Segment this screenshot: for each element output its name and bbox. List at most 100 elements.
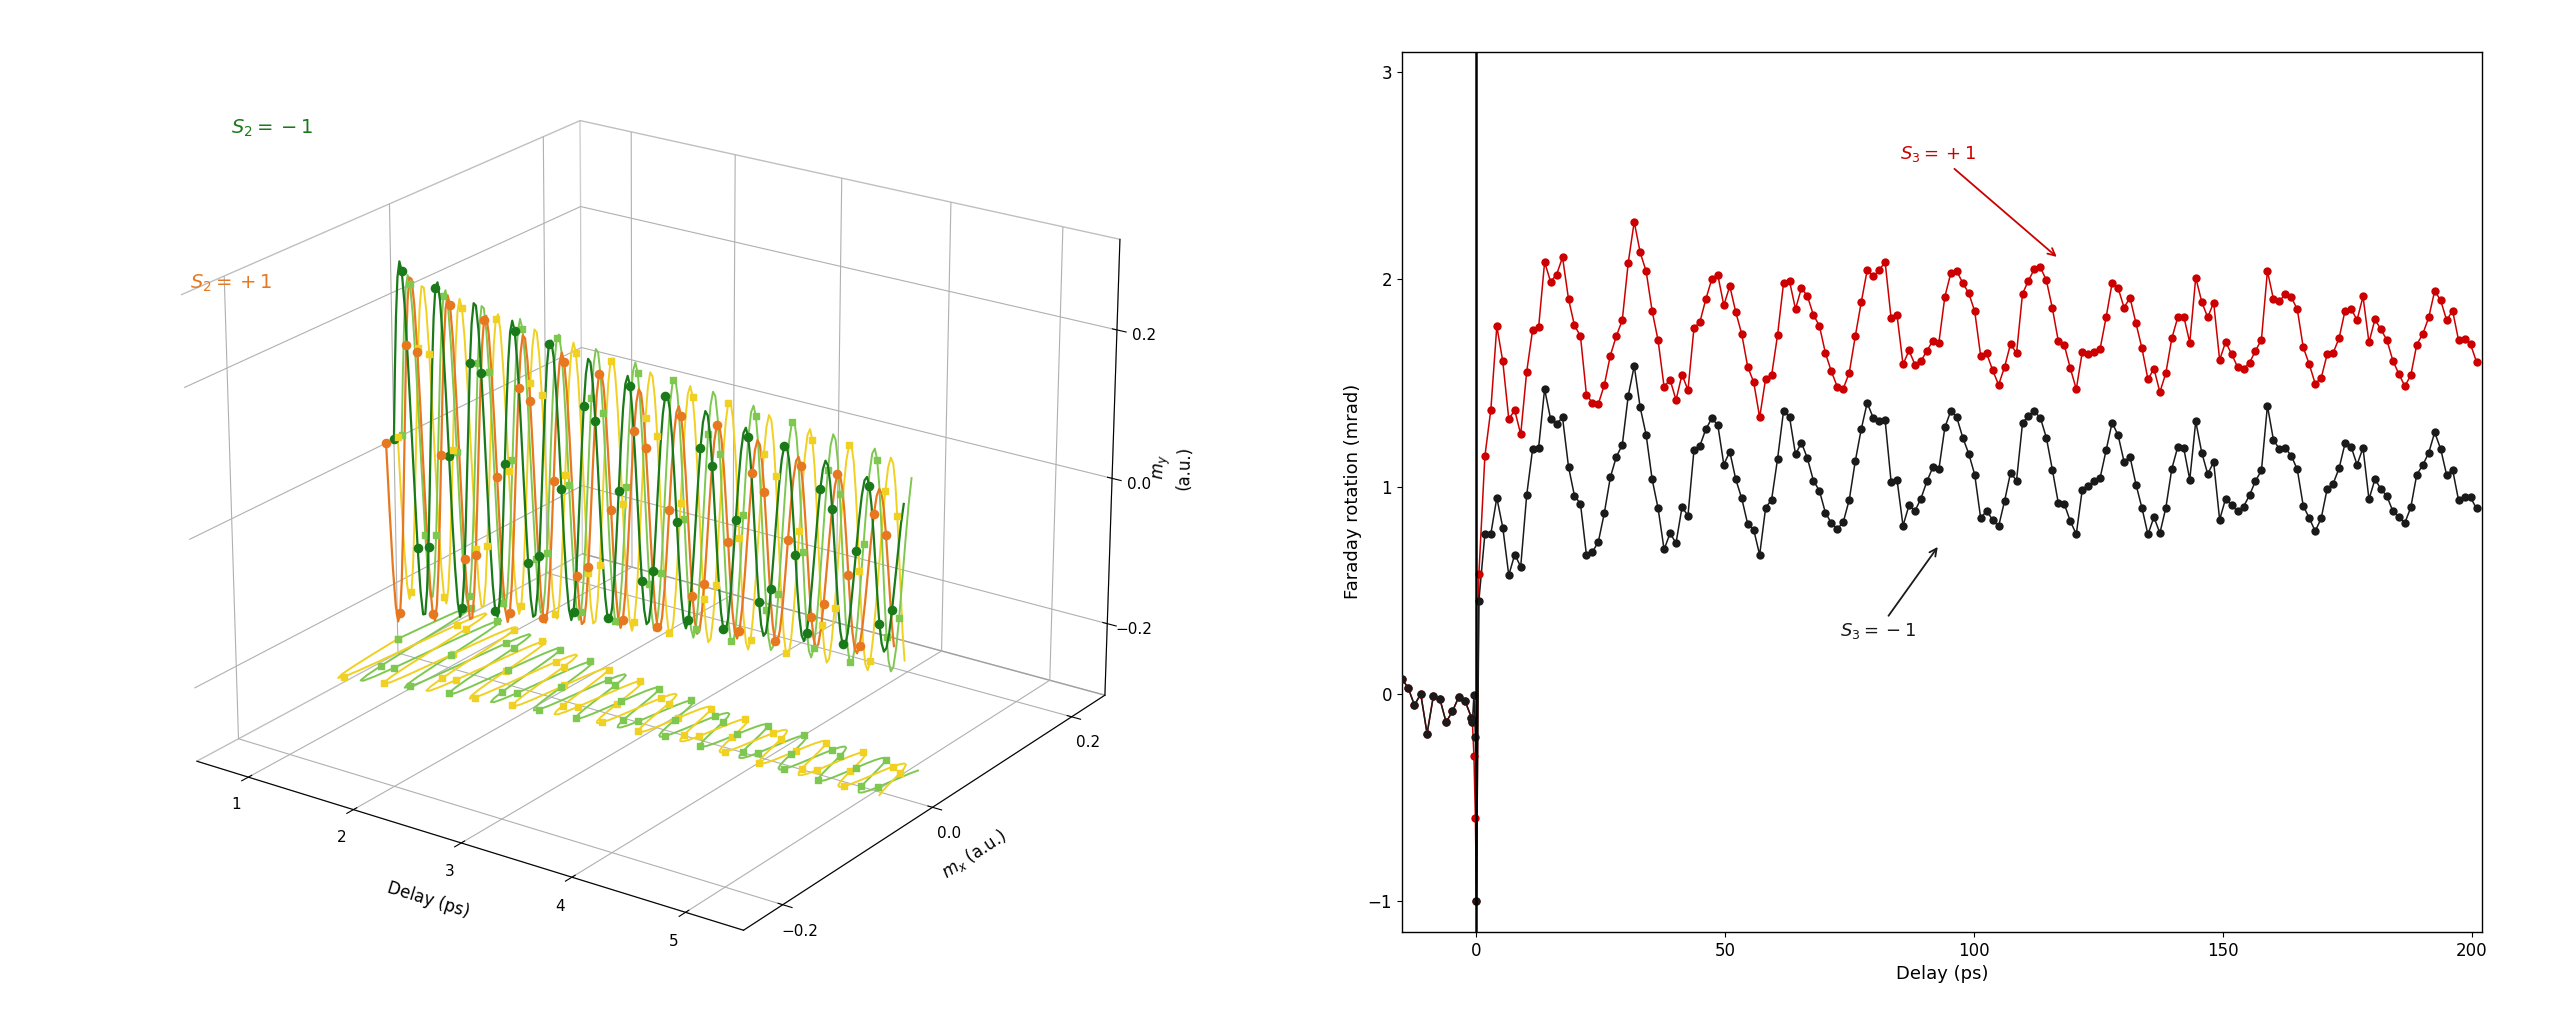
Point bbox=[1471, 525, 1512, 542]
Point bbox=[2456, 353, 2497, 370]
Text: $S_2 = +1$: $S_2 = +1$ bbox=[190, 272, 273, 294]
Point bbox=[1476, 318, 1517, 335]
Point bbox=[2114, 476, 2155, 492]
Point bbox=[1631, 303, 1672, 319]
Point bbox=[1543, 249, 1584, 266]
Point bbox=[1870, 310, 1911, 327]
Point bbox=[1762, 403, 1803, 419]
Point bbox=[2294, 376, 2335, 392]
Point bbox=[1559, 495, 1600, 512]
X-axis label: Delay (ps): Delay (ps) bbox=[386, 879, 473, 921]
Point bbox=[1878, 472, 1919, 488]
Point bbox=[1613, 213, 1654, 230]
Point bbox=[1656, 391, 1698, 408]
Point bbox=[1453, 687, 1494, 703]
Point bbox=[1548, 290, 1589, 307]
Point bbox=[1626, 263, 1667, 279]
Point bbox=[2032, 461, 2073, 478]
Point bbox=[2299, 510, 2341, 526]
Point bbox=[2384, 515, 2425, 531]
Point bbox=[1744, 500, 1785, 516]
Point bbox=[1710, 278, 1752, 295]
Point bbox=[1399, 686, 1440, 702]
Point bbox=[2248, 263, 2289, 279]
Point bbox=[2176, 413, 2217, 430]
Point bbox=[1571, 544, 1613, 560]
Point bbox=[2168, 472, 2209, 488]
Point bbox=[2055, 526, 2096, 543]
Point bbox=[2204, 490, 2245, 507]
Point bbox=[2258, 441, 2299, 457]
Point bbox=[1407, 725, 1448, 742]
Point bbox=[1883, 356, 1924, 373]
Point bbox=[2109, 289, 2150, 306]
Point bbox=[1494, 546, 1535, 562]
Point bbox=[1842, 295, 1883, 311]
Point bbox=[1494, 402, 1535, 418]
Point bbox=[1512, 441, 1553, 457]
Text: $S_3 = +1$: $S_3 = +1$ bbox=[1901, 144, 2055, 255]
Point bbox=[2127, 526, 2168, 543]
Point bbox=[2027, 272, 2068, 288]
Point bbox=[1471, 402, 1512, 418]
Point bbox=[1456, 893, 1497, 909]
Point bbox=[1407, 725, 1448, 742]
Point bbox=[2037, 333, 2078, 349]
Point bbox=[1937, 409, 1978, 425]
Point bbox=[1721, 490, 1762, 507]
Point bbox=[2050, 513, 2091, 529]
Point bbox=[1816, 378, 1857, 394]
Point bbox=[1451, 714, 1492, 730]
Point bbox=[2222, 360, 2263, 377]
Point bbox=[1924, 288, 1965, 305]
Point bbox=[1559, 328, 1600, 344]
Point bbox=[2240, 462, 2281, 479]
Point bbox=[2456, 501, 2497, 517]
Point bbox=[1381, 671, 1422, 687]
Point bbox=[1816, 520, 1857, 537]
Point bbox=[1577, 534, 1618, 550]
Point bbox=[2140, 384, 2181, 401]
Point bbox=[1703, 297, 1744, 313]
Point bbox=[1420, 690, 1461, 707]
Point bbox=[1613, 357, 1654, 374]
Point bbox=[2099, 280, 2140, 297]
Point bbox=[1847, 262, 1888, 278]
Point bbox=[2361, 321, 2402, 338]
Point bbox=[1649, 525, 1690, 542]
Point bbox=[1499, 426, 1541, 443]
Point bbox=[2109, 449, 2150, 466]
Point bbox=[1947, 446, 1988, 462]
Point bbox=[1983, 492, 2024, 509]
Point bbox=[2361, 481, 2402, 497]
Point bbox=[2420, 441, 2461, 457]
Point bbox=[1739, 409, 1780, 425]
Point bbox=[1811, 515, 1852, 531]
Point bbox=[1888, 497, 1929, 514]
Point bbox=[1901, 490, 1942, 507]
Point bbox=[1553, 487, 1595, 504]
Point bbox=[1757, 450, 1798, 467]
Point bbox=[2001, 285, 2042, 302]
Point bbox=[1896, 356, 1937, 373]
Point bbox=[2150, 330, 2191, 346]
Point bbox=[2317, 460, 2359, 477]
Point bbox=[2294, 523, 2335, 540]
Point bbox=[1860, 262, 1901, 278]
Point bbox=[2217, 358, 2258, 375]
Point bbox=[2317, 330, 2359, 346]
Point bbox=[1811, 364, 1852, 380]
Point bbox=[2271, 289, 2312, 306]
Point bbox=[1770, 273, 1811, 289]
Point bbox=[2276, 301, 2317, 317]
Point bbox=[1775, 301, 1816, 317]
Point bbox=[1703, 456, 1744, 473]
Point bbox=[1929, 403, 1970, 419]
Point bbox=[1721, 325, 1762, 342]
Point bbox=[1644, 541, 1685, 557]
Point bbox=[1602, 312, 1644, 329]
Point bbox=[2289, 510, 2330, 526]
Point bbox=[2312, 345, 2353, 362]
Point bbox=[1626, 426, 1667, 443]
Point bbox=[2091, 414, 2132, 431]
